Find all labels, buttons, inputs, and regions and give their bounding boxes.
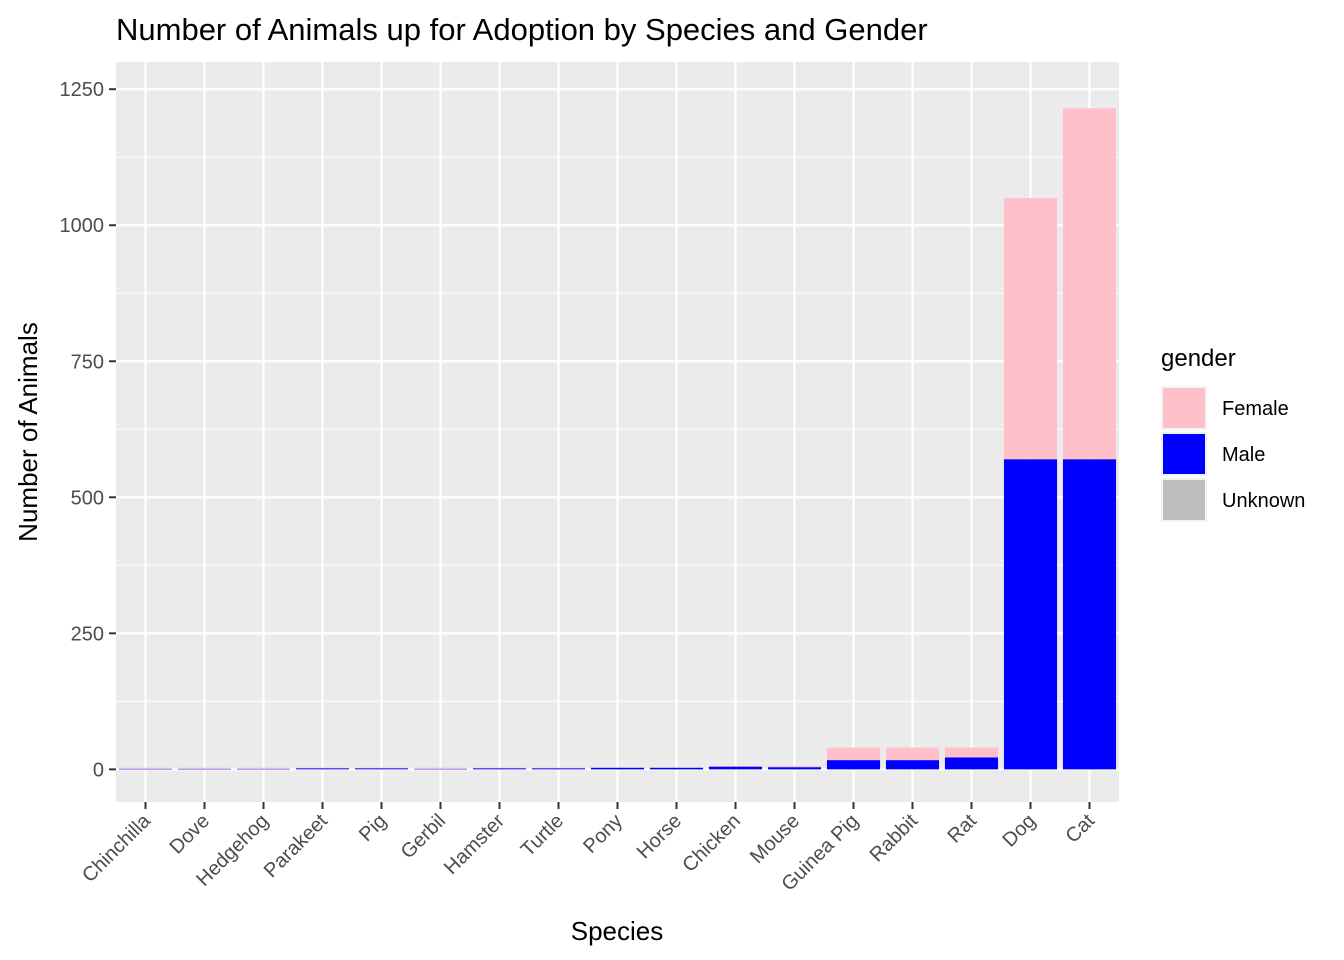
y-axis-title: Number of Animals xyxy=(13,322,43,542)
bar-male-hamster xyxy=(472,768,527,770)
x-tick-label: Parakeet xyxy=(260,810,332,882)
bar-male-cat xyxy=(1062,459,1117,770)
x-tick-label: Turtle xyxy=(517,810,568,861)
bar-female-horse xyxy=(649,767,704,768)
x-tick-label: Rat xyxy=(943,810,981,848)
x-tick-label: Horse xyxy=(633,810,686,863)
bar-male-guinea-pig xyxy=(826,760,881,770)
bar-male-chicken xyxy=(708,766,763,770)
bar-female-cat xyxy=(1062,108,1117,460)
x-tick-label: Chinchilla xyxy=(78,809,155,886)
bar-female-dove xyxy=(177,767,232,769)
x-axis-title: Species xyxy=(571,916,664,946)
chart-title: Number of Animals up for Adoption by Spe… xyxy=(116,12,928,47)
legend-label-male: Male xyxy=(1222,444,1265,466)
x-tick-label: Dog xyxy=(999,810,1041,852)
bar-female-parakeet xyxy=(295,767,350,769)
bar-female-hamster xyxy=(472,767,527,769)
y-tick-label: 1000 xyxy=(60,215,105,237)
legend: gender Female Male Unknown xyxy=(1161,345,1305,522)
y-tick-label: 1250 xyxy=(60,79,105,101)
bar-male-parakeet xyxy=(295,768,350,770)
bar-male-horse xyxy=(649,767,704,770)
bar-female-dog xyxy=(1003,198,1058,460)
legend-key-unknown xyxy=(1163,480,1205,520)
bar-male-mouse xyxy=(767,767,822,770)
x-tick-label: Pig xyxy=(355,810,391,846)
bar-female-rat xyxy=(944,747,999,758)
bars xyxy=(118,108,1117,770)
x-tick-label: Pony xyxy=(579,810,627,858)
bar-male-rat xyxy=(944,757,999,770)
legend-label-unknown: Unknown xyxy=(1222,490,1305,512)
y-tick-label: 250 xyxy=(71,623,104,645)
x-tick-label: Chicken xyxy=(678,810,745,877)
x-tick-label: Gerbil xyxy=(397,810,450,863)
gridlines xyxy=(116,62,1119,802)
bar-female-chicken xyxy=(708,766,763,767)
bar-male-pig xyxy=(354,768,409,770)
legend-title: gender xyxy=(1161,345,1236,372)
legend-key-male xyxy=(1163,434,1205,474)
bar-female-pony xyxy=(590,767,645,768)
bar-male-turtle xyxy=(531,768,586,770)
x-tick-label: Mouse xyxy=(746,810,804,868)
x-tick-label: Dove xyxy=(165,810,214,859)
bar-male-pony xyxy=(590,767,645,770)
bar-male-dove xyxy=(177,768,232,770)
bar-female-pig xyxy=(354,767,409,769)
legend-key-female xyxy=(1163,388,1205,428)
bar-female-turtle xyxy=(531,767,586,769)
bar-male-chinchilla xyxy=(118,768,173,770)
y-tick-label: 500 xyxy=(71,487,104,509)
y-tick-label: 0 xyxy=(93,759,104,781)
x-tick-label: Cat xyxy=(1061,810,1099,848)
bar-female-chinchilla xyxy=(118,767,173,769)
bar-male-gerbil xyxy=(413,768,468,770)
bar-female-rabbit xyxy=(885,747,940,761)
bar-male-dog xyxy=(1003,459,1058,770)
y-axis: 0 250 500 750 1000 1250 xyxy=(60,79,116,781)
y-tick-label: 750 xyxy=(71,351,104,373)
bar-male-rabbit xyxy=(885,760,940,770)
bar-female-hedgehog xyxy=(236,767,291,769)
legend-label-female: Female xyxy=(1222,398,1289,420)
bar-female-gerbil xyxy=(413,767,468,769)
x-tick-label: Hamster xyxy=(440,810,509,879)
x-tick-label: Rabbit xyxy=(866,810,923,867)
bar-female-guinea-pig xyxy=(826,747,881,761)
bar-male-hedgehog xyxy=(236,768,291,770)
bar-female-mouse xyxy=(767,766,822,768)
